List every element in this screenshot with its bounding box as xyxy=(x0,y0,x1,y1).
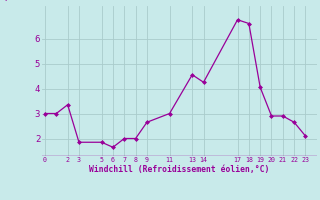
X-axis label: Windchill (Refroidissement éolien,°C): Windchill (Refroidissement éolien,°C) xyxy=(89,165,269,174)
Text: 7: 7 xyxy=(3,0,9,3)
